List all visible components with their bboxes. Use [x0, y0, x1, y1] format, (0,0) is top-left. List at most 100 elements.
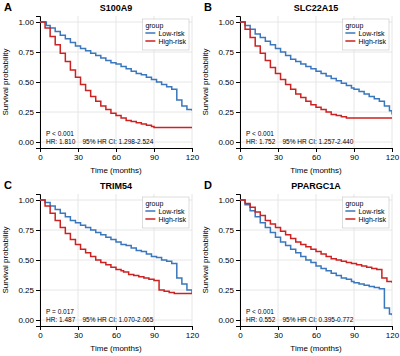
tick-label: 60	[312, 331, 321, 340]
plot-area	[240, 22, 392, 118]
survival-line	[240, 200, 392, 315]
tick-label: 0.75	[18, 48, 34, 57]
grid-line	[40, 52, 192, 53]
grid-line	[240, 52, 392, 53]
tick: 0.75	[218, 226, 240, 235]
tick-label: 90	[350, 153, 359, 162]
tick-label: 0.75	[218, 48, 234, 57]
tick-label: 120	[386, 331, 400, 340]
tick: 0.00	[218, 316, 240, 325]
tick: 0.50	[18, 256, 40, 265]
grid-line	[40, 260, 192, 261]
legend-entry: High-risk	[158, 38, 186, 46]
tick-label: 0	[38, 153, 43, 162]
tick: 1.00	[18, 18, 40, 27]
annotation: P = 0.017	[46, 308, 74, 315]
legend-entry: Low-risk	[358, 208, 385, 215]
grid	[240, 16, 392, 148]
x-axis-title: Time (months)	[290, 344, 342, 353]
legend-frame	[142, 19, 189, 50]
tick-mark	[192, 148, 193, 152]
tick: 0.25	[218, 108, 240, 117]
tick-mark	[236, 320, 240, 321]
grid	[40, 16, 192, 148]
tick-mark	[116, 326, 117, 330]
legend-swatch	[145, 32, 155, 34]
tick: 90	[150, 326, 159, 340]
x-axis: 0 30 60 90 120	[38, 148, 199, 162]
tick-mark	[36, 22, 40, 23]
legend: groupLow-riskHigh-risk	[142, 19, 189, 50]
tick: 0.75	[18, 226, 40, 235]
tick-mark	[392, 148, 393, 152]
annotation: P < 0.001	[46, 130, 74, 137]
tick-label: 90	[150, 331, 159, 340]
tick: 0.75	[218, 48, 240, 57]
tick-mark	[236, 142, 240, 143]
annotation: P < 0.001	[246, 308, 274, 315]
annotation: HR: 0.552 95% HR CI: 0.395-0.772	[246, 316, 354, 323]
x-axis: 0306090120	[238, 148, 399, 162]
tick: 0.00	[18, 316, 40, 325]
legend: groupLow-riskHigh-risk	[142, 197, 189, 228]
axis-line	[241, 149, 393, 153]
panel-label: C	[4, 179, 12, 191]
plot-area	[240, 200, 392, 315]
tick: 0.25	[18, 108, 40, 117]
annotation: HR: 1.752 95% HR CI: 1.257-2.440	[246, 138, 354, 145]
axis-line	[236, 17, 241, 149]
tick-label: 0.00	[218, 316, 234, 325]
y-axis-title: Survival probability	[1, 48, 10, 115]
axis-line	[236, 195, 241, 327]
tick: 90	[150, 148, 159, 162]
x-axis: 0306090120	[38, 326, 199, 340]
tick: 120	[386, 148, 400, 162]
grid-line	[40, 290, 192, 291]
tick-mark	[316, 326, 317, 330]
tick-label: 90	[150, 153, 159, 162]
survival-line	[240, 22, 392, 114]
legend-entry: Low-risk	[158, 208, 185, 215]
tick-label: 0.25	[18, 286, 34, 295]
tick-mark	[36, 112, 40, 113]
panel: 03060901200.000.250.500.751.00PPARGC1ADT…	[201, 179, 400, 353]
title: TRIM54	[100, 181, 132, 191]
survival-line	[40, 22, 192, 111]
tick-label: 120	[386, 153, 400, 162]
tick-label: 60	[112, 153, 121, 162]
tick: 0.25	[18, 286, 40, 295]
tick-mark	[36, 52, 40, 53]
tick: 0	[38, 148, 43, 162]
tick: 90	[350, 148, 359, 162]
tick-mark	[236, 112, 240, 113]
plot-area	[40, 200, 192, 294]
tick: 60	[312, 326, 321, 340]
panel-label: D	[204, 179, 212, 191]
tick: 60	[112, 148, 121, 162]
y-axis: 0.000.250.500.751.00	[218, 195, 240, 327]
tick-label: 120	[186, 153, 200, 162]
tick-mark	[354, 148, 355, 152]
tick: 30	[74, 148, 83, 162]
tick-label: 0.00	[18, 138, 34, 147]
tick: 1.00	[18, 196, 40, 205]
axis-line	[36, 195, 41, 327]
tick-mark	[236, 22, 240, 23]
survival-line	[40, 22, 192, 128]
legend-entry: High-risk	[158, 216, 186, 224]
tick: 0	[238, 148, 243, 162]
tick: 120	[186, 326, 200, 340]
tick-mark	[36, 320, 40, 321]
legend-frame	[342, 197, 389, 228]
tick-mark	[392, 326, 393, 330]
grid	[240, 194, 392, 326]
tick: 0.75	[18, 48, 40, 57]
annotation: HR: 1.487 95% HR CI: 1.070-2.065	[46, 316, 154, 323]
legend-entry: High-risk	[358, 38, 386, 46]
survival-line	[40, 200, 192, 294]
tick-label: 60	[312, 153, 321, 162]
tick-mark	[116, 148, 117, 152]
y-axis-title: Survival probability	[201, 226, 210, 293]
axis-line	[36, 17, 41, 149]
tick-label: 0.25	[218, 108, 234, 117]
